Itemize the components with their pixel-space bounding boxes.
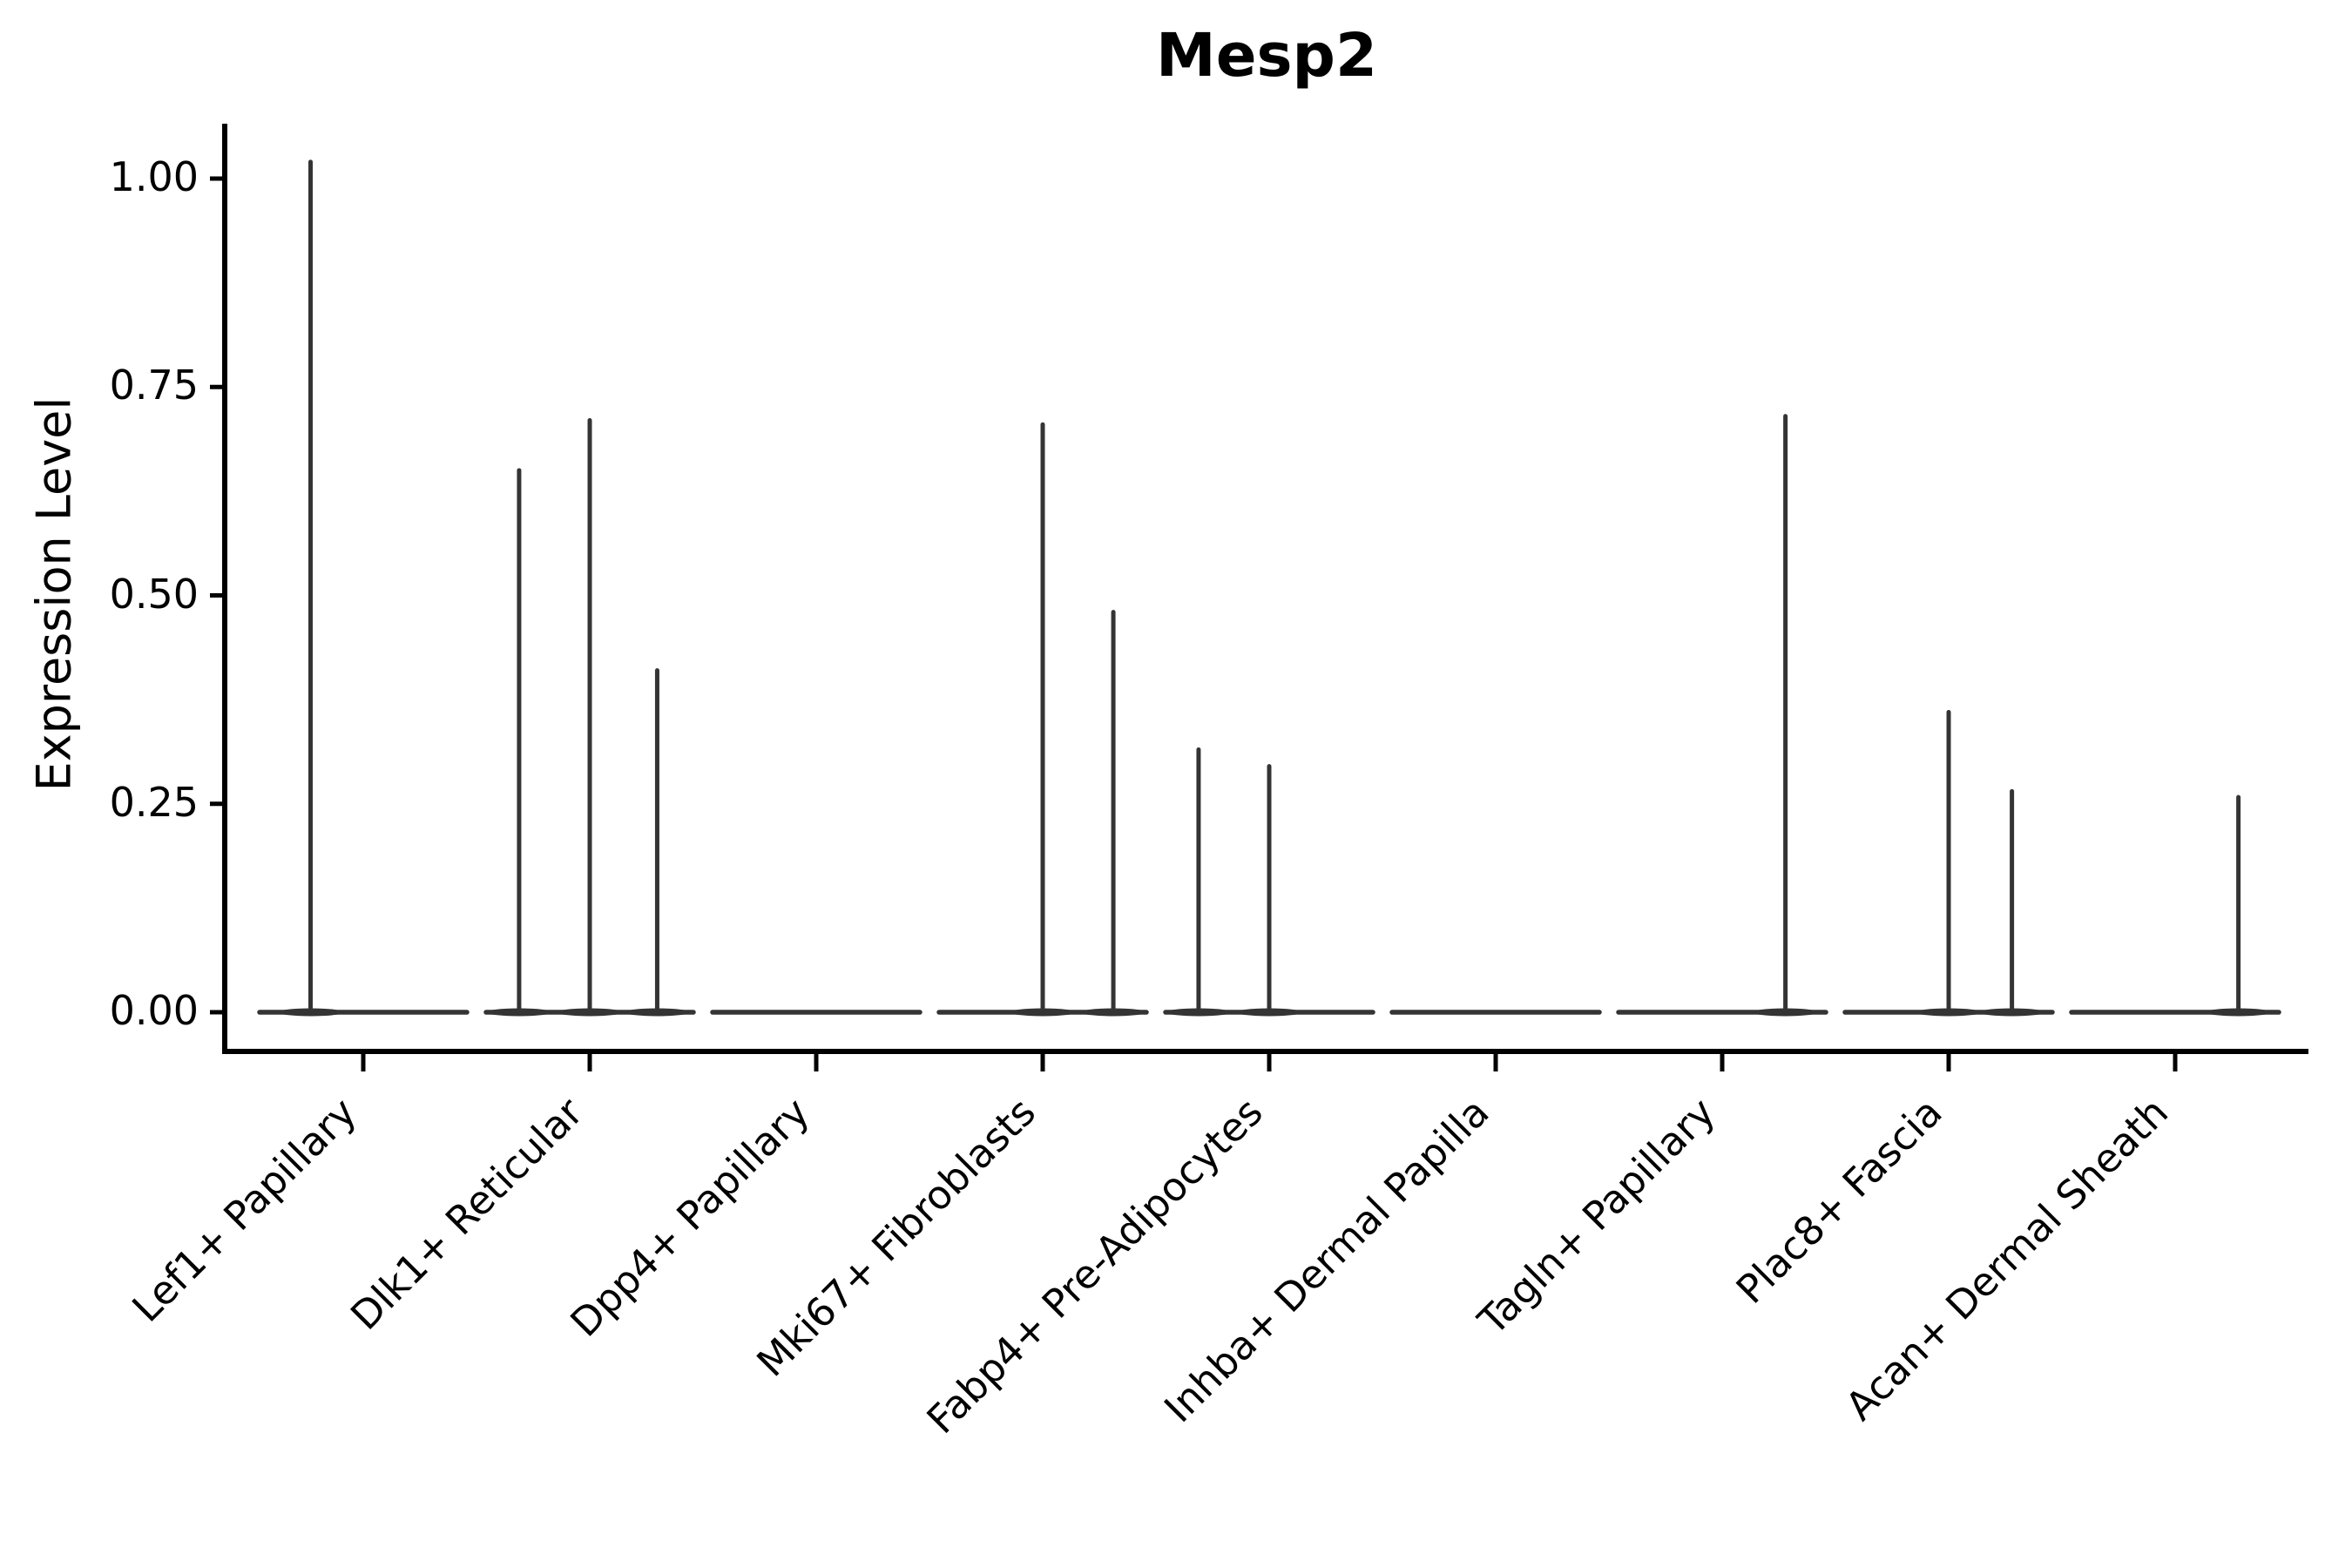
y-tick-label: 0.50 xyxy=(109,570,199,618)
chart-title: Mesp2 xyxy=(1156,21,1377,91)
y-tick-label: 1.00 xyxy=(109,152,199,200)
y-tick-label: 0.25 xyxy=(109,778,199,826)
y-tick-label: 0.75 xyxy=(109,362,199,409)
y-tick-label: 0.00 xyxy=(109,986,199,1034)
